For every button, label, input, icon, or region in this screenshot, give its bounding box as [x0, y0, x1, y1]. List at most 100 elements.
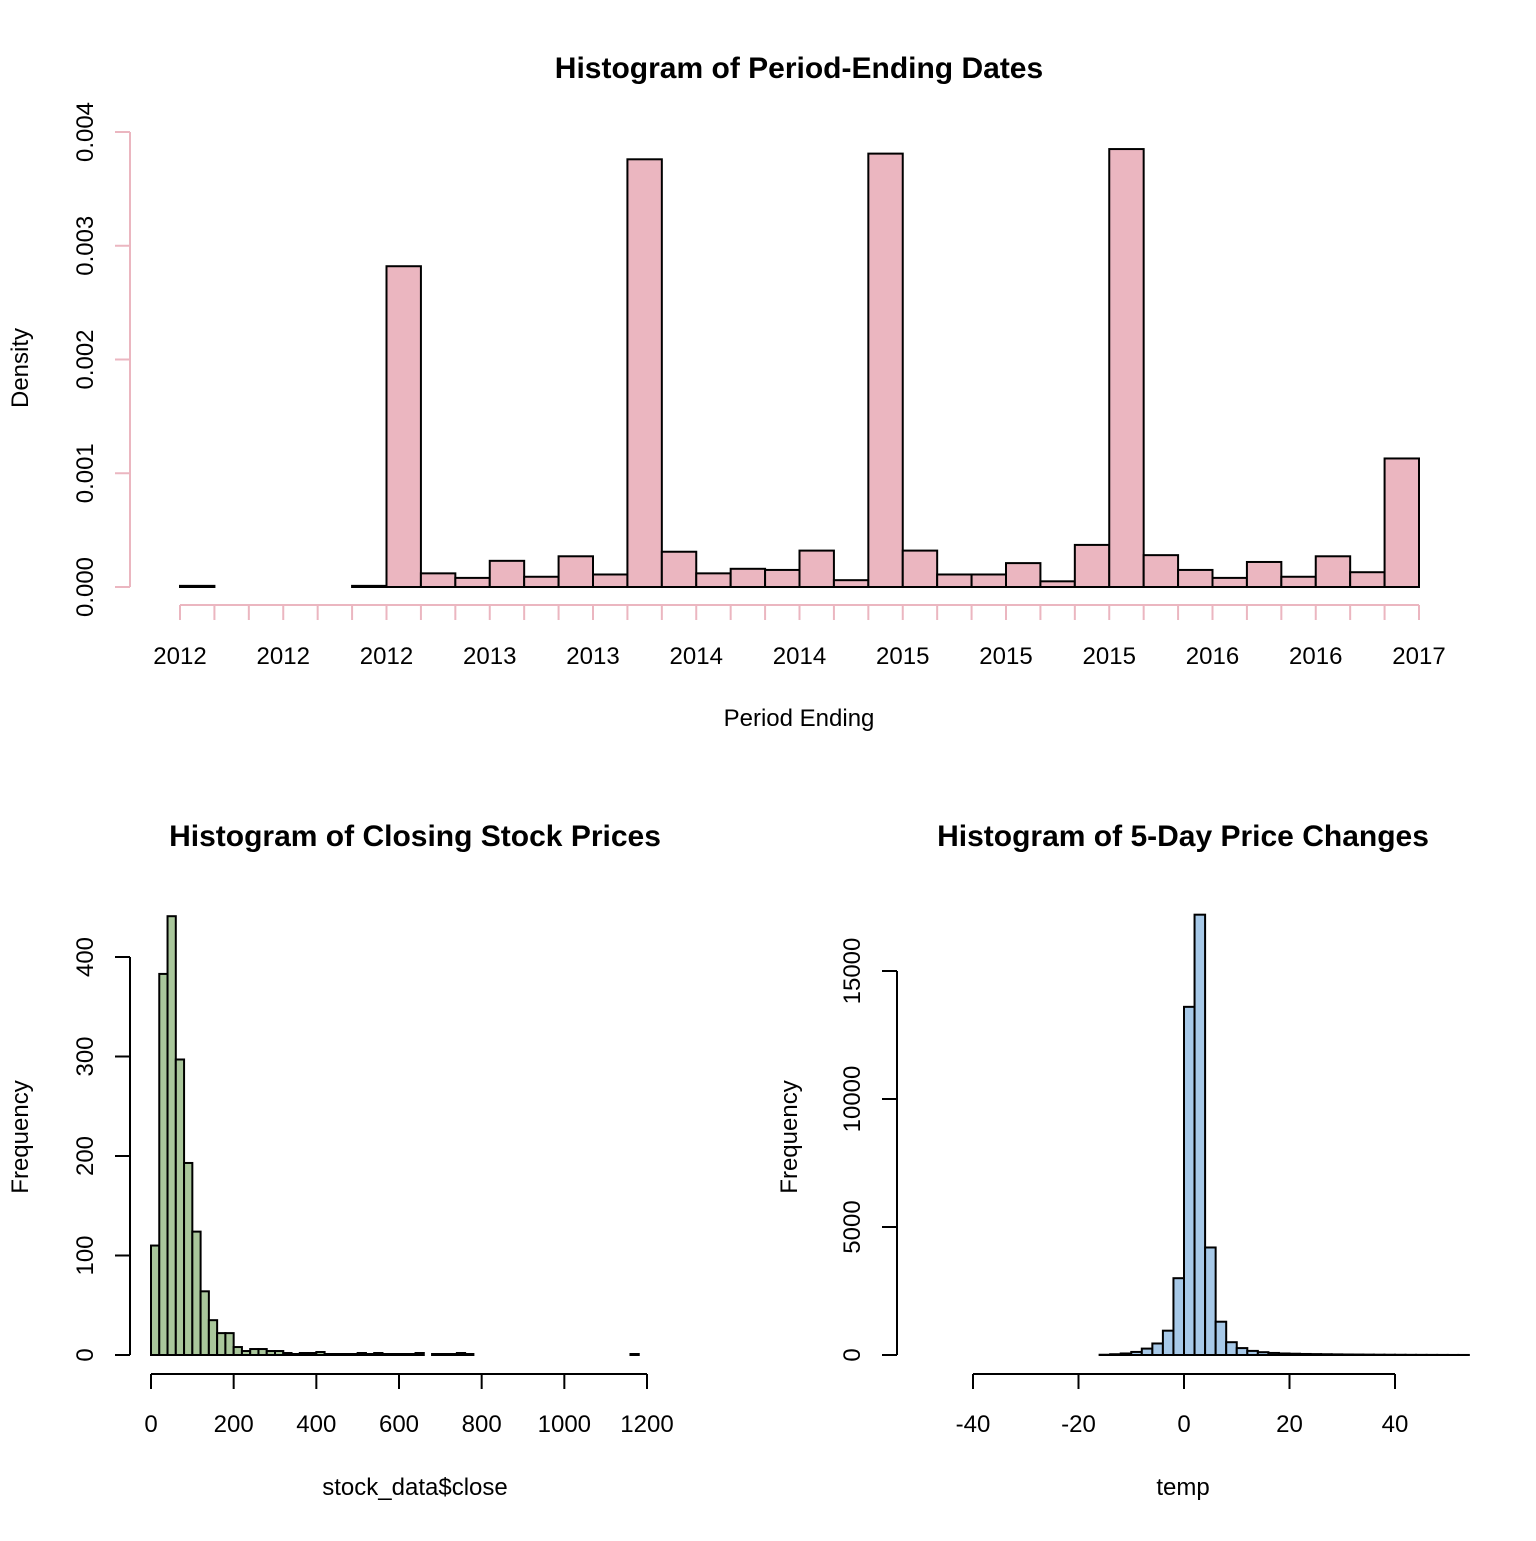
- dates-histogram-y-tick-label: 0.004: [72, 102, 99, 162]
- dates-histogram-x-tick-label: 2012: [360, 643, 413, 670]
- closing-prices-histogram-bar: [192, 1232, 200, 1355]
- price-changes-histogram-bar: [1152, 1343, 1163, 1355]
- dates-histogram-x-tick-label: 2015: [979, 643, 1032, 670]
- price-changes-histogram-bar: [1237, 1348, 1248, 1355]
- price-changes-histogram-bar: [1184, 1007, 1195, 1355]
- closing-prices-histogram-bar: [300, 1353, 308, 1355]
- price-changes-histogram-x-tick-label: 20: [1276, 1411, 1303, 1438]
- closing-prices-histogram-bar: [349, 1354, 357, 1355]
- price-changes-histogram-bar: [1311, 1354, 1322, 1355]
- dates-histogram-x-tick-label: 2014: [773, 643, 826, 670]
- price-changes-histogram-panel: Histogram of 5-Day Price Changes temp Fr…: [776, 820, 1469, 1501]
- dates-histogram-bars: [180, 149, 1419, 587]
- closing-prices-histogram-bar: [159, 974, 167, 1355]
- price-changes-histogram-bar: [1342, 1354, 1353, 1355]
- price-changes-histogram-bar: [1247, 1351, 1258, 1355]
- dates-histogram-x-tick-label: 2013: [463, 643, 516, 670]
- dates-histogram-bar: [1075, 545, 1109, 587]
- dates-histogram-bar: [1178, 570, 1212, 587]
- price-changes-histogram-y-tick-label: 15000: [839, 938, 866, 1005]
- dates-histogram-bar: [387, 266, 421, 587]
- dates-histogram-bar: [1385, 458, 1419, 587]
- price-changes-histogram-bar: [1131, 1352, 1142, 1355]
- price-changes-histogram-x-tick-label: 40: [1382, 1411, 1409, 1438]
- dates-histogram-y-tick-label: 0.001: [72, 443, 99, 503]
- dates-histogram-bar: [455, 578, 489, 587]
- closing-prices-histogram-bar: [292, 1354, 300, 1355]
- closing-prices-histogram-y-tick-label: 100: [72, 1235, 99, 1275]
- dates-histogram-x-tick-label: 2016: [1186, 643, 1239, 670]
- price-changes-histogram-bar: [1216, 1322, 1227, 1355]
- closing-prices-histogram-x-tick-label: 400: [296, 1411, 336, 1438]
- dates-histogram-bar: [696, 573, 730, 587]
- price-changes-histogram-x-tick-label: -20: [1061, 1411, 1096, 1438]
- closing-prices-histogram-x-tick-label: 200: [214, 1411, 254, 1438]
- dates-histogram-bar: [352, 586, 386, 587]
- price-changes-histogram-xlabel: temp: [1156, 1474, 1209, 1501]
- closing-prices-histogram-xlabel: stock_data$close: [322, 1474, 507, 1501]
- closing-prices-histogram-bar: [407, 1354, 415, 1355]
- dates-histogram-x-tick-label: 2015: [876, 643, 929, 670]
- dates-histogram-bar: [1316, 556, 1350, 587]
- closing-prices-histogram-bar: [341, 1354, 349, 1355]
- dates-histogram-bar: [524, 577, 558, 587]
- closing-prices-histogram-bar: [457, 1353, 465, 1355]
- closing-prices-histogram-bar: [333, 1354, 341, 1355]
- dates-histogram-y-tick-label: 0.002: [72, 329, 99, 389]
- closing-prices-histogram-bar: [209, 1320, 217, 1355]
- closing-prices-histogram-title: Histogram of Closing Stock Prices: [169, 820, 661, 853]
- dates-histogram-x-tick-label: 2014: [670, 643, 723, 670]
- price-changes-histogram-bar: [1205, 1247, 1216, 1355]
- price-changes-histogram-bar: [1321, 1354, 1332, 1355]
- closing-prices-histogram-bar: [416, 1353, 424, 1355]
- dates-histogram-bar: [1247, 562, 1281, 587]
- dates-histogram-bar: [1006, 563, 1040, 587]
- closing-prices-histogram-y-tick-label: 300: [72, 1036, 99, 1076]
- closing-prices-histogram-x-tick-label: 600: [379, 1411, 419, 1438]
- price-changes-histogram-bar: [1300, 1354, 1311, 1355]
- dates-histogram-y-tick-label: 0.003: [72, 216, 99, 276]
- closing-prices-histogram-bar: [308, 1353, 316, 1355]
- closing-prices-histogram-bar: [440, 1354, 448, 1355]
- dates-histogram-bar: [765, 570, 799, 587]
- price-changes-histogram-bar: [1332, 1354, 1343, 1355]
- dates-histogram-bar: [1281, 577, 1315, 587]
- dates-histogram-ylabel: Density: [7, 328, 34, 408]
- price-changes-histogram-x-tick-label: -40: [956, 1411, 991, 1438]
- price-changes-histogram-y-tick-label: 5000: [839, 1200, 866, 1253]
- closing-prices-histogram-y-tick-label: 0: [72, 1348, 99, 1361]
- dates-histogram-x-tick-label: 2012: [153, 643, 206, 670]
- closing-prices-histogram-panel: Histogram of Closing Stock Prices stock_…: [7, 820, 674, 1501]
- dates-histogram-bar: [627, 159, 661, 587]
- dates-histogram-bar: [903, 551, 937, 587]
- closing-prices-histogram-bars: [151, 916, 639, 1355]
- dates-histogram-x-tick-label: 2015: [1083, 643, 1136, 670]
- closing-prices-histogram-bar: [250, 1349, 258, 1355]
- closing-prices-histogram-y-tick-label: 200: [72, 1136, 99, 1176]
- closing-prices-histogram-bar: [267, 1351, 275, 1355]
- closing-prices-histogram-bar: [432, 1354, 440, 1355]
- dates-histogram-bar: [593, 574, 627, 587]
- closing-prices-histogram-bar: [234, 1347, 242, 1355]
- price-changes-histogram-bar: [1173, 1278, 1184, 1355]
- closing-prices-histogram-bar: [176, 1059, 184, 1355]
- price-changes-histogram-bar: [1163, 1331, 1174, 1355]
- dates-histogram-panel: Histogram of Period-Ending Dates Period …: [7, 52, 1446, 732]
- dates-histogram-bar: [800, 551, 834, 587]
- closing-prices-histogram-bar: [283, 1353, 291, 1355]
- closing-prices-histogram-bar: [465, 1354, 473, 1355]
- closing-prices-histogram-x-tick-label: 1200: [620, 1411, 673, 1438]
- dates-histogram-x-tick-label: 2016: [1289, 643, 1342, 670]
- closing-prices-histogram-bar: [275, 1351, 283, 1355]
- closing-prices-histogram-x-tick-label: 800: [462, 1411, 502, 1438]
- closing-prices-histogram-bar: [382, 1354, 390, 1355]
- price-changes-histogram-bar: [1258, 1352, 1269, 1355]
- price-changes-histogram-bar: [1121, 1353, 1132, 1355]
- closing-prices-histogram-bar: [217, 1333, 225, 1355]
